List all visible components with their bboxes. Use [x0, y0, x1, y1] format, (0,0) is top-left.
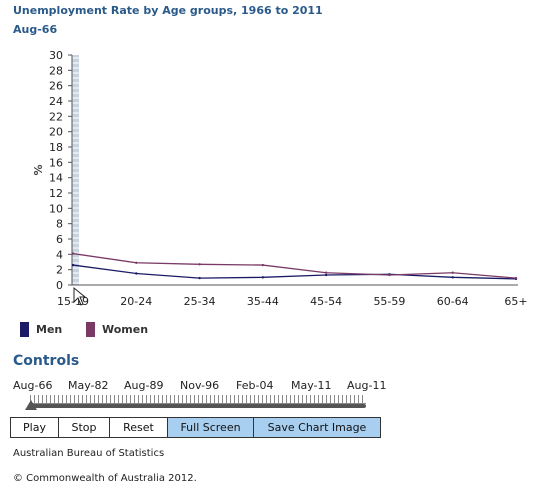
timeline-label: Feb-04: [236, 379, 273, 392]
copyright-text: © Commonwealth of Australia 2012.: [13, 473, 197, 484]
data-point-women: [515, 277, 517, 279]
timeline-label: Nov-96: [180, 379, 219, 392]
source-text: Australian Bureau of Statistics: [13, 448, 164, 459]
y-tick-label: 22: [49, 110, 63, 123]
x-tick-label: 55-59: [373, 295, 405, 308]
timeline-label: May-11: [291, 379, 332, 392]
y-tick-label: 10: [49, 202, 63, 215]
data-point-men: [72, 264, 74, 266]
x-tick-label: 35-44: [247, 295, 279, 308]
series-line-men: [73, 265, 516, 279]
x-tick-label: 20-24: [120, 295, 152, 308]
play-button[interactable]: Play: [10, 417, 59, 438]
data-point-women: [72, 252, 74, 254]
y-axis-label: %: [32, 164, 45, 175]
x-tick-label: 65+: [504, 295, 527, 308]
y-tick-label: 18: [49, 141, 63, 154]
data-point-men: [262, 276, 264, 278]
current-period-band: [72, 55, 79, 285]
timeline-label: Aug-11: [347, 379, 386, 392]
y-tick-label: 20: [49, 126, 63, 139]
stop-button[interactable]: Stop: [58, 417, 110, 438]
data-point-women: [452, 272, 454, 274]
save-chart-image-button[interactable]: Save Chart Image: [253, 417, 381, 438]
timeline-label: Aug-89: [124, 379, 163, 392]
reset-button[interactable]: Reset: [109, 417, 168, 438]
legend-item-women: Women: [86, 322, 148, 337]
y-tick-label: 0: [56, 279, 63, 292]
data-point-men: [325, 274, 327, 276]
x-tick-label: 45-54: [310, 295, 342, 308]
data-point-men: [452, 276, 454, 278]
y-tick-label: 2: [56, 264, 63, 277]
y-tick-label: 16: [49, 156, 63, 169]
timeline-label: Aug-66: [13, 379, 52, 392]
data-point-women: [325, 272, 327, 274]
legend-swatch-men: [20, 322, 29, 337]
y-tick-label: 12: [49, 187, 63, 200]
legend-swatch-women: [86, 322, 95, 337]
y-tick-label: 28: [49, 64, 63, 77]
y-tick-label: 14: [49, 172, 63, 185]
data-point-women: [262, 264, 264, 266]
series-line-women: [73, 254, 516, 279]
full-screen-button[interactable]: Full Screen: [167, 417, 254, 438]
y-tick-label: 8: [56, 218, 63, 231]
control-buttons: Play Stop Reset Full Screen Save Chart I…: [10, 417, 380, 438]
x-tick-label: 60-64: [437, 295, 469, 308]
legend-label-women: Women: [102, 323, 148, 336]
y-tick-label: 4: [56, 248, 63, 261]
timeline-ticks[interactable]: [30, 395, 366, 404]
data-point-women: [198, 263, 200, 265]
data-point-women: [388, 274, 390, 276]
legend-item-men: Men: [20, 322, 62, 337]
data-point-men: [198, 277, 200, 279]
y-tick-label: 6: [56, 233, 63, 246]
x-tick-label: 25-34: [184, 295, 216, 308]
timeline-label: May-82: [68, 379, 109, 392]
timeline-slider-track[interactable]: [28, 404, 366, 408]
y-tick-label: 30: [49, 49, 63, 62]
data-point-men: [135, 272, 137, 274]
y-tick-label: 24: [49, 95, 63, 108]
controls-heading: Controls: [13, 353, 79, 369]
timeline-slider-handle[interactable]: [25, 400, 37, 410]
y-tick-label: 26: [49, 80, 63, 93]
legend-label-men: Men: [36, 323, 62, 336]
data-point-women: [135, 262, 137, 264]
